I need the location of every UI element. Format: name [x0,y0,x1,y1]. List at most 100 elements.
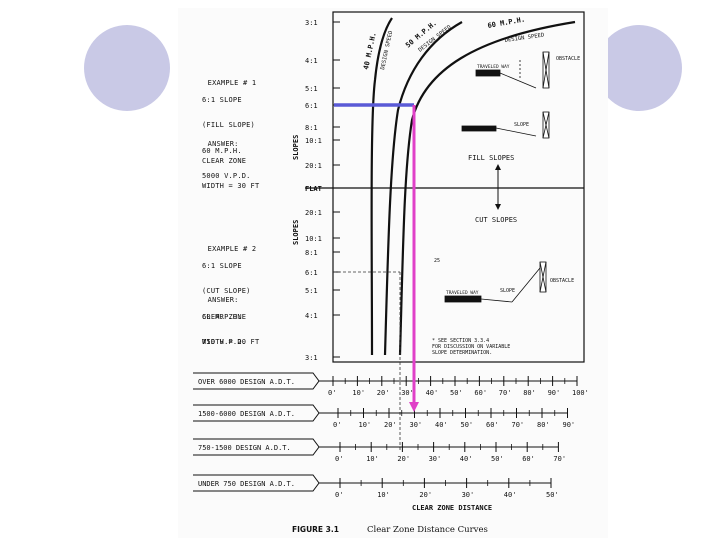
scale-tick-label: 20' [384,421,397,429]
tick-cut-4-1: 4:1 [305,312,318,320]
tick-cut-6-1: 6:1 [305,269,318,277]
cut-slope-diagram [444,261,547,303]
example-1-answer-label: ANSWER: [207,139,239,148]
example-2-answer: ANSWER: CLEAR ZONE WIDTH = 20 FT [190,287,259,364]
curve-50-mph [383,21,463,356]
example-2-line: 60 M.P.H. [202,312,242,321]
tick-fill-8-1: 8:1 [305,124,318,132]
tick-cut-3-1: 3:1 [305,354,318,362]
example-1-answer-line: WIDTH = 30 FT [202,182,260,190]
slopes-label-cut: SLOPES [292,220,300,245]
fill-slope-ticks [333,21,340,358]
scale-tick-label: 90' [548,389,561,397]
tick-fill-6-1: 6:1 [305,102,318,110]
example-2-answer-line: CLEAR ZONE [202,312,247,321]
scale-tick-label: 50' [491,455,504,463]
note-line-3: SLOPE DETERMINATION. [432,350,492,356]
design-speed-label-60: DESIGN SPEED [504,33,544,44]
scale-tick-label: 0' [328,389,336,397]
cut-slopes-label: CUT SLOPES [475,216,517,224]
scale-tick-label: 70' [553,455,566,463]
example-1-title: EXAMPLE # 1 [207,78,257,87]
scale-tick-label: 0' [335,491,343,499]
example-1: EXAMPLE # 1 6:1 SLOPE (FILL SLOPE) 60 M.… [190,70,256,198]
scale-tick-label: 0' [335,455,343,463]
example-2-line: (CUT SLOPE) [202,287,251,295]
scale-tick-label: 80' [537,421,550,429]
example-2: EXAMPLE # 2 6:1 SLOPE (CUT SLOPE) 60 M.P… [190,236,256,364]
design-speed-label-40: DESIGN SPEED [380,30,394,70]
curve-label-60: 60 M.P.H. [487,16,526,30]
flat-label: FLAT [305,185,322,193]
fill-slope-diagram-2 [461,111,550,139]
example-1-answer: ANSWER: CLEAR ZONE WIDTH = 30 FT [190,131,259,208]
scale-tick-label: 40' [426,389,439,397]
example-1-line: 5000 V.P.D. [202,172,251,180]
fill-slopes-label: FILL SLOPES [468,154,514,162]
figure-caption: FIGURE 3.1 Clear Zone Distance Curves [292,525,488,535]
figure-caption-text: Clear Zone Distance Curves [366,525,488,535]
scale-tick-label: 50' [461,421,474,429]
scale-tick-label: 10' [352,389,365,397]
scale-label: 750-1500 DESIGN A.D.T. [198,444,291,452]
scale-label: OVER 6000 DESIGN A.D.T. [198,378,295,386]
tick-cut-20-1: 20:1 [305,209,322,217]
example-2-line: 6:1 SLOPE [202,261,242,270]
scale-tick-label: 50' [546,491,559,499]
tick-fill-10-1: 10:1 [305,137,322,145]
scale-tick-label: 10' [366,455,379,463]
scale-tick-label: 30' [401,389,414,397]
example-1-answer-line: CLEAR ZONE [202,156,247,165]
tick-cut-5-1: 5:1 [305,287,318,295]
scale-tick-label: 50' [450,389,463,397]
scale-tick-label: 0' [333,421,341,429]
scale-tick-label: 30' [429,455,442,463]
example-2-answer-line: WIDTH = 20 FT [202,338,260,346]
scale-tick-label: 20' [377,389,390,397]
tick-fill-5-1: 5:1 [305,85,318,93]
example-1-line: 6:1 SLOPE [202,95,242,104]
scale-tick-label: 30' [410,421,423,429]
scale-tick-label: 20' [397,455,410,463]
obstacle-label-2: OBSTACLE [550,278,574,284]
scale-tick-label: 20' [419,491,432,499]
traveled-way-label-1: TRAVELED WAY [477,64,510,70]
curve-40-mph [370,17,393,356]
figure-number: FIGURE 3.1 [292,525,339,534]
axis-title: CLEAR ZONE DISTANCE [412,504,492,512]
scale-tick-label: 80' [523,389,536,397]
adt-scales: OVER 6000 DESIGN A.D.T. 0' 10' 20' 30' 40' 50'… [193,372,589,499]
arrow-down-head [495,204,501,210]
curve-60-mph [398,20,576,356]
example-1-line: (FILL SLOPE) [202,121,255,129]
note-line-2: FOR DISCUSSION ON VARIABLE [432,344,510,350]
curve-label-40: 40 M.P.H. [362,32,378,71]
decorative-circle-right [596,25,682,111]
scale-tick-label: 70' [499,389,512,397]
example-2-line: 750 V.P.D. [202,338,247,346]
plot-frame [332,11,585,363]
example-2-answer-label: ANSWER: [207,295,239,304]
arrow-up-head [495,164,501,170]
scale-tick-label: 10' [377,491,390,499]
fill-slope-diagram-1 [475,51,550,89]
scale-tick-label: 40' [504,491,517,499]
scale-tick-label: 10' [359,421,372,429]
tick-cut-10-1: 10:1 [305,235,322,243]
scale-tick-label: 40' [435,421,448,429]
tick-fill-3-1: 3:1 [305,19,318,27]
tick-cut-8-1: 8:1 [305,249,318,257]
scale-tick-label: 60' [474,389,487,397]
scale-tick-label: 60' [486,421,499,429]
decorative-circle-left [84,25,170,111]
obstacle-label-1: OBSTACLE [556,56,580,62]
slope-label-cut: SLOPE [500,288,515,294]
example-1-line: 60 M.P.H. [202,146,242,155]
scale-tick-label: 30' [462,491,475,499]
note-line-1: * SEE SECTION 3.3.4 [432,338,489,344]
highlight-arrowhead [409,402,419,412]
tick-fill-4-1: 4:1 [305,57,318,65]
scale-tick-label: 100' [572,389,589,397]
scale-label: 1500-6000 DESIGN A.D.T. [198,410,295,418]
